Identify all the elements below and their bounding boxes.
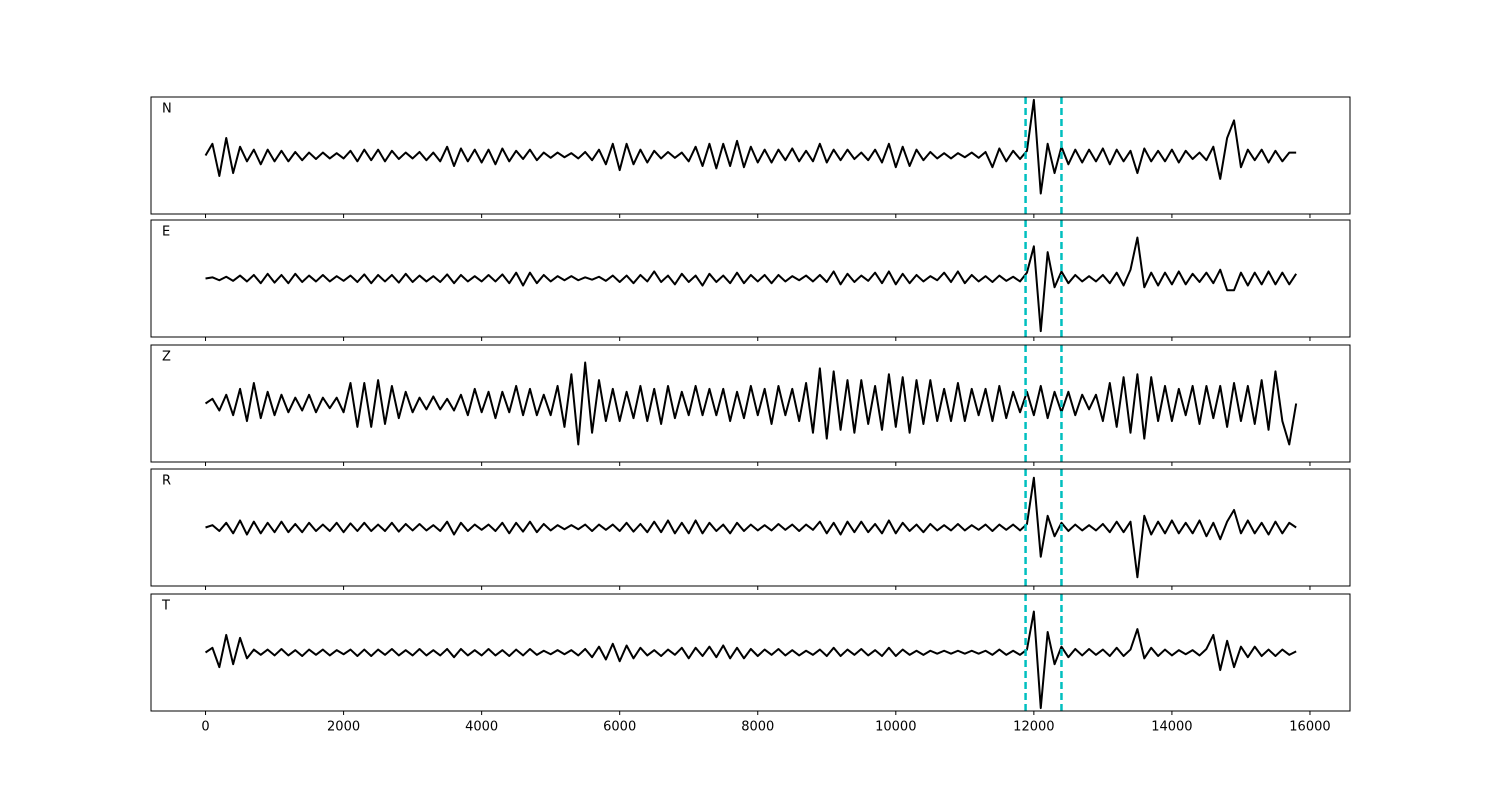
x-tick-label: 4000 (465, 720, 498, 735)
x-tick-label: 8000 (741, 720, 774, 735)
x-tick-label: 2000 (327, 720, 360, 735)
panel-frame (150, 468, 1351, 587)
trace (205, 236, 1297, 333)
x-tick-label: 16000 (1289, 720, 1330, 735)
panel-frame (150, 344, 1351, 463)
panel-frame (150, 219, 1351, 338)
trace (204, 361, 1298, 446)
panel-label: N (162, 102, 172, 117)
x-tick-label: 12000 (1013, 720, 1054, 735)
panel-label: E (162, 225, 170, 240)
panel-frame (150, 593, 1351, 712)
trace (205, 476, 1297, 579)
x-tick-label: 0 (201, 720, 209, 735)
trace (204, 98, 1297, 195)
panel-label: Z (162, 350, 171, 365)
panel-label: R (162, 474, 171, 489)
x-tick-label: 6000 (603, 720, 636, 735)
panel-label: T (161, 599, 170, 614)
trace (204, 610, 1297, 710)
x-tick-label: 10000 (875, 720, 916, 735)
panel-frame (150, 96, 1351, 215)
x-tick-label: 14000 (1151, 720, 1192, 735)
